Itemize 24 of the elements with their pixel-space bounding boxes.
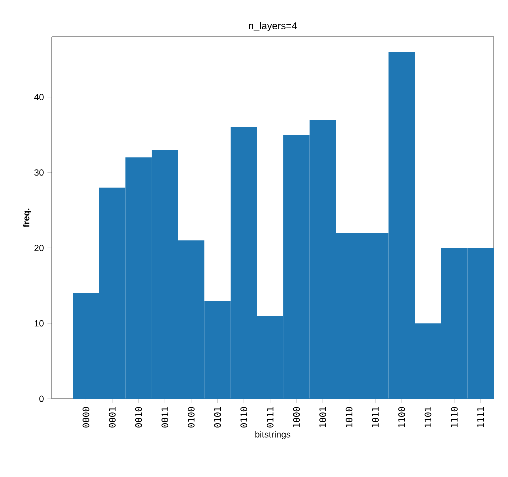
x-tick-label: 0111 (266, 407, 274, 428)
x-tick-label: 0010 (135, 407, 142, 428)
x-tick-label: 0100 (188, 407, 195, 428)
x-tick-label: 1011 (372, 407, 379, 428)
x-tick-label: 0101 (214, 407, 222, 428)
x-tick-label: 1101 (424, 407, 432, 428)
x-tick-label: 0011 (162, 407, 169, 428)
chart-title: n_layers=4 (249, 22, 298, 32)
y-tick-label: 30 (34, 170, 44, 176)
y-axis-title: freq. (23, 208, 32, 228)
x-tick-label: 1001 (320, 407, 326, 428)
x-tick-label: 1000 (293, 407, 300, 428)
x-tick-label: 1111 (478, 407, 484, 428)
y-tick-label: 20 (34, 244, 44, 252)
x-tick-label: 1110 (451, 407, 458, 428)
y-tick-label: 0 (40, 396, 44, 402)
x-tick-label: 1010 (346, 407, 353, 428)
x-tick-label: 0000 (82, 407, 90, 428)
y-tick-label: 10 (34, 320, 44, 327)
x-tick-label: 1100 (398, 407, 406, 428)
x-tick-label: 0110 (240, 407, 248, 428)
x-axis-title: bitstrings (256, 431, 291, 440)
y-tick-label: 40 (34, 94, 44, 101)
x-tick-label: 0001 (109, 407, 116, 428)
